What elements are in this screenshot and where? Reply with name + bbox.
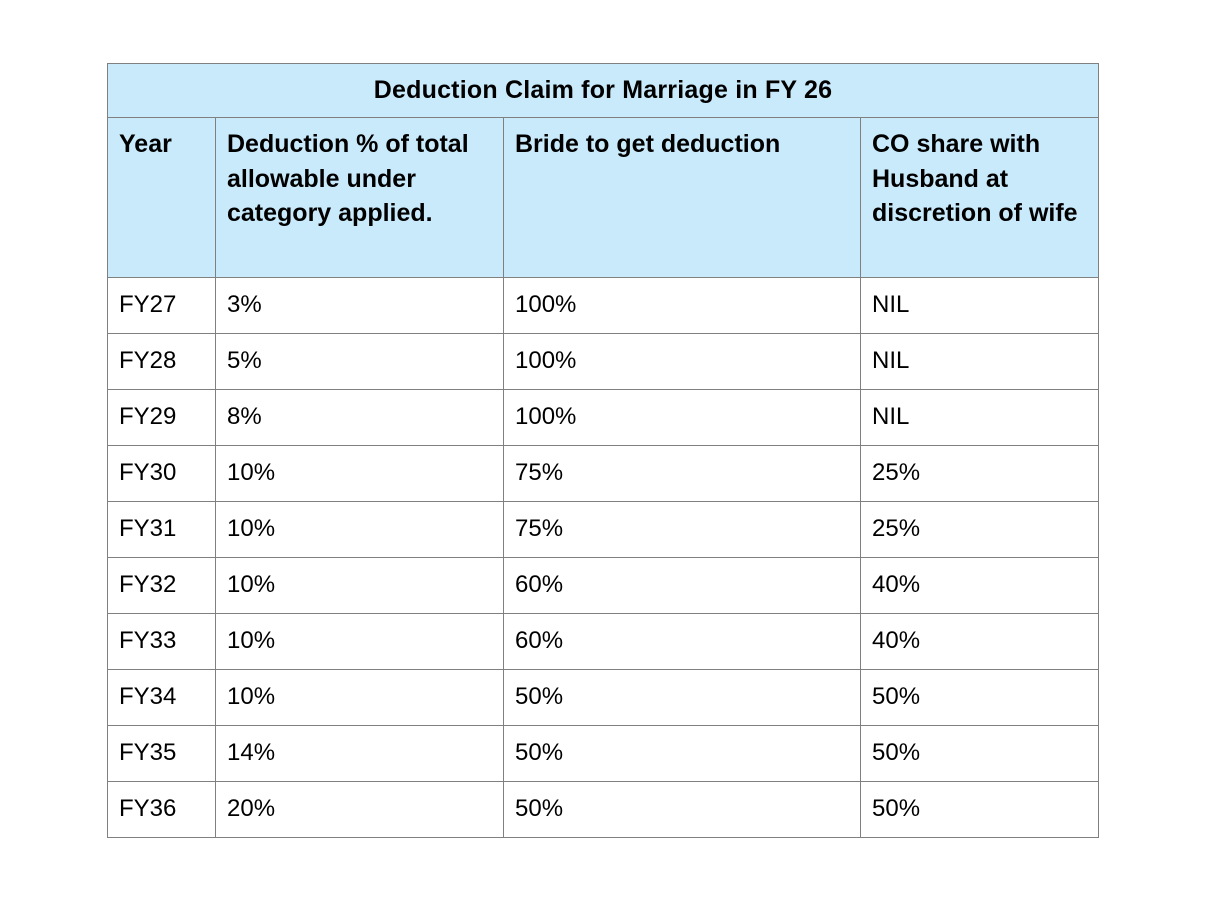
table-row: FY32 10% 60% 40%: [107, 557, 1099, 614]
table-row: FY33 10% 60% 40%: [107, 613, 1099, 670]
table-body: FY27 3% 100% NIL FY28 5% 100% NIL FY29 8% 100% NIL F…: [107, 277, 1099, 838]
table-row: FY30 10% 75% 25%: [107, 445, 1099, 502]
table-row: FY29 8% 100% NIL: [107, 389, 1099, 446]
value-cell: 75%: [503, 501, 861, 558]
value-cell: 100%: [503, 333, 861, 390]
year-cell: FY28: [107, 333, 216, 390]
value-cell: 8%: [215, 389, 504, 446]
column-header-deduction-percent: Deduction % of total allowable under cat…: [215, 117, 504, 278]
table-row: FY34 10% 50% 50%: [107, 669, 1099, 726]
table-header: Deduction Claim for Marriage in FY 26 Ye…: [107, 63, 1099, 278]
value-cell: 10%: [215, 613, 504, 670]
value-cell: 5%: [215, 333, 504, 390]
value-cell: 50%: [503, 669, 861, 726]
year-cell: FY27: [107, 277, 216, 334]
value-cell: 10%: [215, 669, 504, 726]
value-cell: 50%: [860, 781, 1099, 838]
table-column-header-row: Year Deduction % of total allowable unde…: [107, 117, 1099, 278]
value-cell: 10%: [215, 445, 504, 502]
year-cell: FY34: [107, 669, 216, 726]
value-cell: 3%: [215, 277, 504, 334]
year-cell: FY32: [107, 557, 216, 614]
deduction-table: Deduction Claim for Marriage in FY 26 Ye…: [107, 63, 1099, 838]
value-cell: 50%: [860, 669, 1099, 726]
table-title: Deduction Claim for Marriage in FY 26: [107, 63, 1099, 118]
year-cell: FY29: [107, 389, 216, 446]
value-cell: NIL: [860, 389, 1099, 446]
table-row: FY35 14% 50% 50%: [107, 725, 1099, 782]
table-row: FY28 5% 100% NIL: [107, 333, 1099, 390]
year-cell: FY33: [107, 613, 216, 670]
value-cell: 40%: [860, 613, 1099, 670]
value-cell: 60%: [503, 613, 861, 670]
year-cell: FY35: [107, 725, 216, 782]
value-cell: 10%: [215, 557, 504, 614]
column-header-co-share: CO share with Husband at discretion of w…: [860, 117, 1099, 278]
value-cell: 60%: [503, 557, 861, 614]
value-cell: 20%: [215, 781, 504, 838]
value-cell: 75%: [503, 445, 861, 502]
table-row: FY27 3% 100% NIL: [107, 277, 1099, 334]
value-cell: 50%: [860, 725, 1099, 782]
value-cell: 14%: [215, 725, 504, 782]
value-cell: 10%: [215, 501, 504, 558]
value-cell: 100%: [503, 277, 861, 334]
column-header-year: Year: [107, 117, 216, 278]
value-cell: 50%: [503, 725, 861, 782]
value-cell: 100%: [503, 389, 861, 446]
table-title-row: Deduction Claim for Marriage in FY 26: [107, 63, 1099, 118]
value-cell: 50%: [503, 781, 861, 838]
deduction-table-container: Deduction Claim for Marriage in FY 26 Ye…: [107, 63, 1099, 838]
value-cell: 25%: [860, 501, 1099, 558]
value-cell: NIL: [860, 277, 1099, 334]
year-cell: FY36: [107, 781, 216, 838]
year-cell: FY30: [107, 445, 216, 502]
table-row: FY36 20% 50% 50%: [107, 781, 1099, 838]
table-row: FY31 10% 75% 25%: [107, 501, 1099, 558]
value-cell: 40%: [860, 557, 1099, 614]
value-cell: 25%: [860, 445, 1099, 502]
value-cell: NIL: [860, 333, 1099, 390]
column-header-bride-deduction: Bride to get deduction: [503, 117, 861, 278]
year-cell: FY31: [107, 501, 216, 558]
